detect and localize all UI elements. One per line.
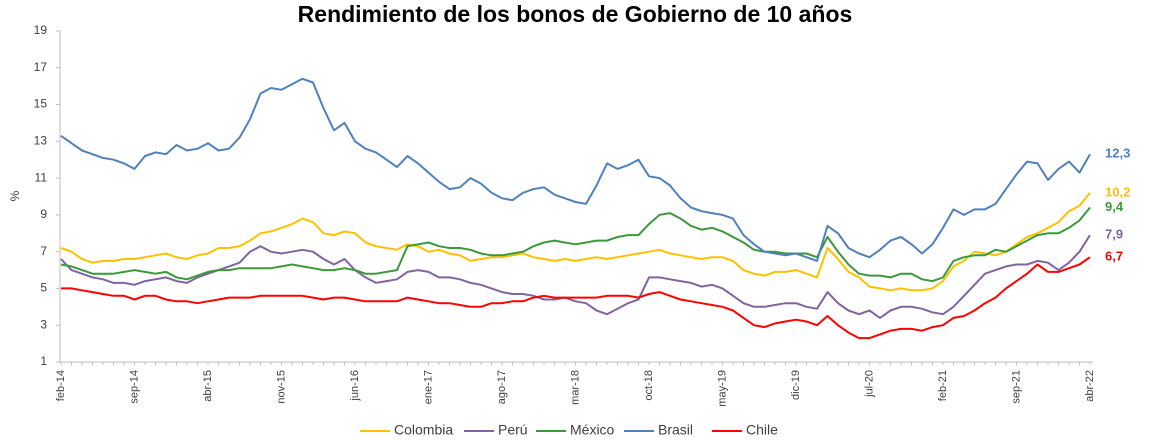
legend-label: Colombia [394,422,453,438]
x-tick-label: nov-15 [275,370,287,404]
x-tick-label: abr-15 [202,370,214,402]
x-tick-label: sep-14 [128,370,140,404]
x-tick-label: jul-20 [863,370,875,398]
x-tick-label: feb-14 [55,370,67,401]
series-line [60,206,1091,283]
end-label: 9,4 [1105,199,1124,214]
y-tick-label: 7 [40,244,47,258]
end-label: 6,7 [1105,249,1123,264]
legend-label: Perú [498,422,528,438]
y-axis-label: % [8,190,22,201]
x-tick-label: jun-16 [349,370,361,402]
legend-label: Brasil [658,422,693,438]
x-tick-label: feb-21 [937,370,949,401]
x-tick-label: oct-18 [643,370,655,401]
x-tick-label: dic-19 [790,370,802,400]
x-tick-label: sep-21 [1010,370,1022,404]
series-line [60,192,1091,292]
series-line [61,256,1091,340]
y-tick-label: 11 [35,170,48,184]
x-tick-label: may-19 [716,370,728,407]
series-line [60,77,1091,262]
x-tick-label: abr-22 [1084,370,1096,402]
legend-label: México [570,422,615,438]
y-tick-label: 5 [40,281,47,295]
y-tick-label: 17 [34,60,48,74]
y-tick-label: 15 [34,97,48,111]
y-tick-label: 3 [40,317,47,331]
y-tick-label: 13 [34,134,48,148]
chart-title: Rendimiento de los bonos de Gobierno de … [298,1,853,27]
end-label: 12,3 [1105,146,1130,161]
y-tick-label: 1 [40,354,47,368]
y-tick-label: 19 [34,23,48,37]
series-line [60,234,1091,319]
legend-label: Chile [746,422,778,438]
x-tick-label: mar-18 [569,370,581,405]
x-tick-label: ago-17 [496,370,508,404]
end-label: 10,2 [1105,184,1130,199]
end-label: 7,9 [1105,227,1123,242]
x-tick-label: ene-17 [422,370,434,404]
y-tick-label: 9 [40,207,47,221]
